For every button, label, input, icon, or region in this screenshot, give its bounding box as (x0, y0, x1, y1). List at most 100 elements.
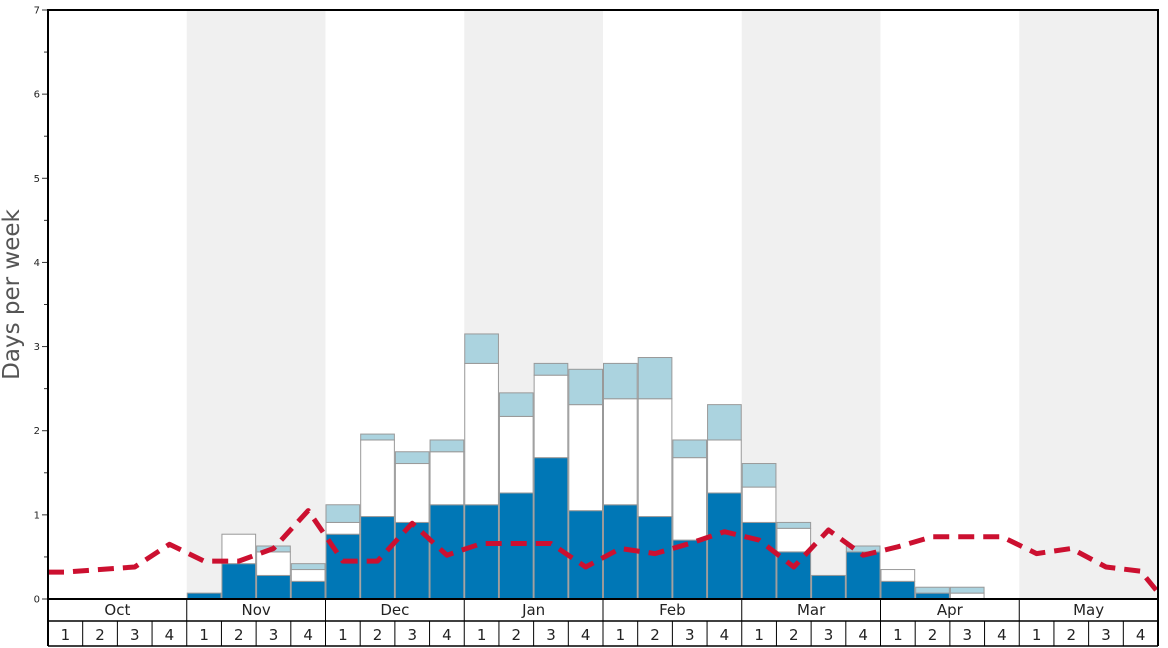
month-bands (186, 10, 1158, 599)
bar-segment-light (464, 333, 499, 364)
bar-segment-white (360, 439, 395, 518)
trend-line-layer (48, 508, 1160, 594)
bar-segment-dark (221, 563, 257, 600)
bar-segment-light (360, 433, 395, 441)
bar-segment-white (568, 404, 603, 512)
week-label: 3 (685, 626, 695, 644)
bar-stacks (186, 333, 985, 600)
week-label: 4 (165, 626, 175, 644)
bar-segment-white (498, 415, 534, 494)
week-label: 1 (754, 626, 764, 644)
bar-segment-light (915, 586, 950, 594)
bar-segment-white (707, 439, 742, 494)
bar-segment-light (707, 404, 742, 441)
bar-segment-dark (741, 521, 777, 600)
week-label: 2 (789, 626, 799, 644)
week-label: 1 (199, 626, 209, 644)
y-tick-label: 1 (34, 510, 40, 521)
week-label: 3 (546, 626, 556, 644)
y-tick-label: 3 (34, 342, 40, 353)
week-label: 1 (616, 626, 626, 644)
trend-line (48, 508, 1160, 594)
bar-segment-dark (290, 580, 326, 600)
bar-segment-light (637, 357, 673, 400)
week-label: 4 (303, 626, 313, 644)
y-tick-label: 4 (34, 258, 40, 269)
y-tick-label: 0 (34, 595, 40, 606)
week-label: 3 (824, 626, 834, 644)
week-label: 1 (61, 626, 71, 644)
bar-segment-dark (776, 551, 812, 600)
bar-segment-white (603, 398, 638, 506)
bar-segment-white (290, 569, 326, 582)
week-label: 4 (1136, 626, 1146, 644)
bar-segment-light (533, 362, 569, 376)
week-label: 3 (1101, 626, 1111, 644)
month-label: Feb (659, 601, 686, 619)
bar-segment-white (672, 457, 708, 541)
week-label: 1 (893, 626, 903, 644)
week-label: 2 (650, 626, 660, 644)
month-band-may (1019, 10, 1158, 599)
week-label: 3 (130, 626, 140, 644)
bar-segment-dark (464, 504, 499, 600)
week-label: 2 (1067, 626, 1077, 644)
bar-segment-light (672, 439, 708, 459)
bar-segment-white (429, 451, 465, 506)
bar-segment-light (498, 392, 534, 417)
bar-segment-white (880, 569, 916, 582)
bar-segment-light (568, 368, 603, 406)
bar-segment-dark (533, 457, 569, 600)
week-label: 2 (928, 626, 938, 644)
bar-segment-light (776, 521, 812, 529)
y-tick-label: 2 (34, 426, 40, 437)
y-tick-label: 6 (34, 90, 40, 101)
bar-segment-white (741, 486, 777, 523)
bar-segment-dark (811, 574, 846, 600)
bar-segment-light (394, 451, 430, 465)
month-band-nov (186, 10, 326, 599)
bar-segment-light (845, 545, 881, 553)
week-label: 4 (997, 626, 1007, 644)
bar-segment-light (429, 439, 465, 453)
week-label: 2 (95, 626, 105, 644)
plot-frame (47, 9, 1159, 600)
x-axis: Oct 1 2 3 4 Nov 1 2 3 4 Dec 1 2 3 4 Jan 1 2 3 4 Feb 1 2 3 4 Mar 1 2… (47, 599, 1159, 647)
week-label: 4 (581, 626, 591, 644)
bar-segment-white (533, 374, 569, 459)
month-label: Nov (241, 601, 270, 619)
week-label: 2 (234, 626, 244, 644)
week-label: 2 (512, 626, 522, 644)
bar-segment-light (325, 504, 361, 523)
week-label: 3 (269, 626, 279, 644)
bar-segment-dark (637, 516, 673, 600)
week-label: 1 (477, 626, 487, 644)
week-label: 3 (407, 626, 417, 644)
bar-segment-dark (568, 510, 603, 600)
month-label: Jan (521, 601, 545, 619)
bar-segment-dark (845, 551, 881, 600)
bar-segment-light (741, 463, 777, 488)
y-tick-label: 5 (34, 174, 40, 185)
month-label: Mar (797, 601, 826, 619)
month-label: Oct (104, 601, 130, 619)
week-label: 4 (858, 626, 868, 644)
bar-segment-white (325, 521, 361, 535)
week-label: 1 (338, 626, 348, 644)
week-label: 2 (373, 626, 383, 644)
week-label: 4 (720, 626, 730, 644)
bar-segment-white (464, 362, 499, 506)
week-label: 4 (442, 626, 452, 644)
month-label: Apr (937, 601, 964, 619)
bar-segment-white (776, 527, 812, 553)
y-tick-label: 7 (34, 6, 40, 17)
bar-segment-dark (880, 580, 916, 600)
bar-segment-light (949, 586, 985, 594)
week-label: 1 (1032, 626, 1042, 644)
y-axis-title: Days per week (0, 208, 25, 379)
bar-segment-light (603, 362, 638, 400)
bar-segment-dark (707, 492, 742, 600)
bar-segment-light (290, 563, 326, 571)
bar-segment-white (394, 463, 430, 523)
